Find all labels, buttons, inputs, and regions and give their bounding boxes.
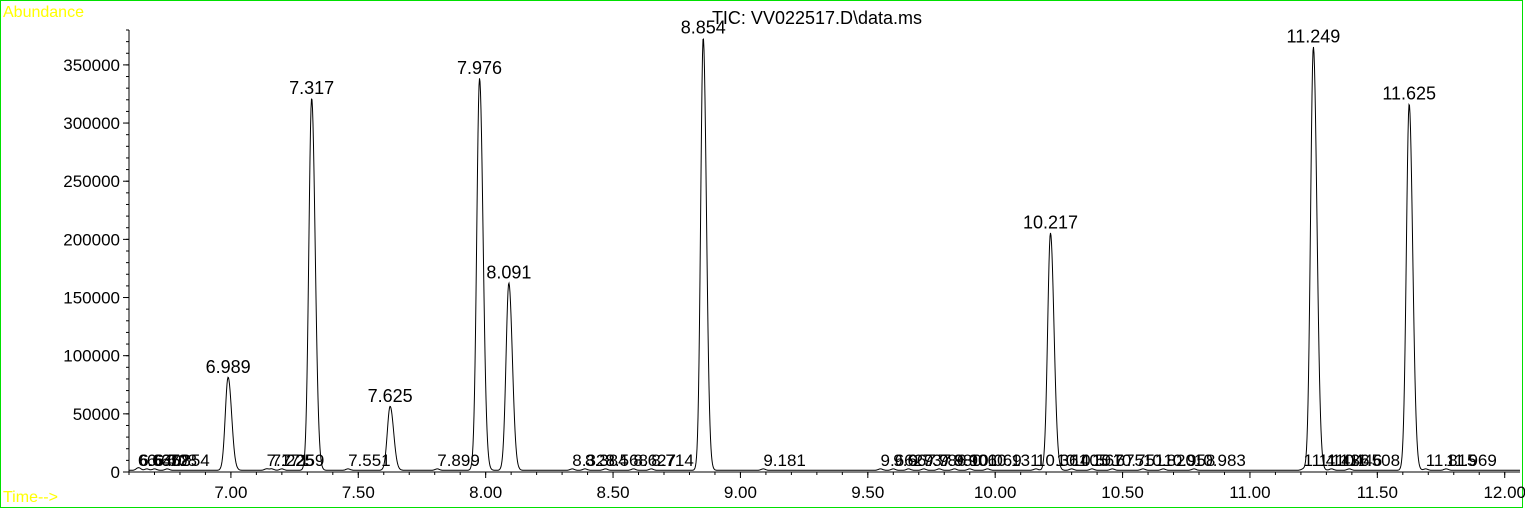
baseline-peak-label: 11.446 bbox=[1331, 451, 1382, 470]
peak-label: 11.249 bbox=[1287, 27, 1341, 47]
y-tick-label: 150000 bbox=[63, 289, 120, 308]
x-tick-label: 7.50 bbox=[342, 483, 375, 502]
peak-label: 7.625 bbox=[368, 386, 413, 406]
baseline-peak-label: 11.815 bbox=[1426, 451, 1477, 470]
peak-label: 11.625 bbox=[1382, 84, 1436, 104]
baseline-peak-label: 6.672 bbox=[147, 451, 190, 470]
baseline-peak-label: 11.969 bbox=[1446, 451, 1497, 470]
baseline-peak-label: 8.384 bbox=[585, 451, 628, 470]
baseline-peak-label: 11.410 bbox=[1303, 451, 1354, 470]
x-tick-label: 9.00 bbox=[724, 483, 757, 502]
baseline-peak-label: 11.436 bbox=[1319, 451, 1370, 470]
x-tick-label: 7.00 bbox=[214, 483, 247, 502]
tic-trace bbox=[129, 38, 1520, 471]
y-tick-label: 50000 bbox=[73, 405, 120, 424]
baseline-peak-label: 11.508 bbox=[1349, 451, 1400, 470]
baseline-peak-label: 8.714 bbox=[651, 451, 694, 470]
x-tick-label: 11.00 bbox=[1229, 483, 1270, 502]
baseline-peak-label: 7.551 bbox=[348, 451, 391, 470]
baseline-peak-label: 9.667 bbox=[893, 451, 936, 470]
peak-labels: 6.989 7.317 7.625 7.976 8.091 8.854 10.217 11.2… bbox=[206, 17, 1436, 406]
baseline-peak-label: 6.708 bbox=[154, 451, 197, 470]
axes: 0 50000 100000 150000 200000 250000 300000 3500… bbox=[63, 29, 1525, 502]
peak-label: 6.989 bbox=[206, 357, 251, 377]
baseline-peak-label: 6.854 bbox=[167, 451, 210, 470]
baseline-peak-label: 10.069 bbox=[970, 451, 1022, 470]
baseline-peak-label: 10.567 bbox=[1072, 451, 1124, 470]
peak-label: 8.854 bbox=[681, 17, 726, 37]
baseline-peak-label: 10.675 bbox=[1092, 451, 1144, 470]
baseline-peak-label: 8.568 bbox=[605, 451, 648, 470]
y-tick-label: 200000 bbox=[63, 230, 120, 249]
peak-label: 7.317 bbox=[289, 78, 334, 98]
baseline-peak-label: 6.640 bbox=[139, 451, 182, 470]
peak-label: 7.976 bbox=[457, 58, 502, 78]
baseline-peak-label: 10.983 bbox=[1194, 451, 1246, 470]
baseline-peak-label: 10.958 bbox=[1163, 451, 1215, 470]
y-tick-label: 100000 bbox=[63, 347, 120, 366]
y-tick-label: 250000 bbox=[63, 172, 120, 191]
peak-label: 8.091 bbox=[486, 263, 531, 283]
baseline-peak-label: 6.635 bbox=[138, 451, 181, 470]
x-tick-label: 11.50 bbox=[1357, 483, 1398, 502]
baseline-peak-label: 9.662 bbox=[881, 451, 924, 470]
baseline-peak-label: 7.259 bbox=[282, 451, 325, 470]
baseline-peak-label: 10.820 bbox=[1143, 451, 1195, 470]
baseline-peak-label: 9.181 bbox=[763, 451, 806, 470]
baseline-peak-label: 8.627 bbox=[633, 451, 676, 470]
y-tick-label: 350000 bbox=[63, 56, 120, 75]
baseline-peak-label: 10.751 bbox=[1112, 451, 1164, 470]
peak-label: 10.217 bbox=[1023, 213, 1078, 233]
x-tick-label: 8.50 bbox=[597, 483, 630, 502]
y-axis-label: Abundance bbox=[3, 4, 84, 21]
chart-title: TIC: VV022517.D\data.ms bbox=[712, 8, 922, 28]
x-tick-label: 9.50 bbox=[851, 483, 884, 502]
x-tick-label: 10.50 bbox=[1101, 483, 1144, 502]
y-tick-label: 0 bbox=[111, 463, 120, 482]
baseline-peak-label: 9.786 bbox=[924, 451, 967, 470]
y-tick-label: 300000 bbox=[63, 114, 120, 133]
baseline-peak-label: 9.880 bbox=[939, 451, 982, 470]
x-axis-label: Time--> bbox=[3, 489, 58, 506]
baseline-peak-label: 9.737 bbox=[909, 451, 952, 470]
baseline-peak-label: 7.171 bbox=[267, 451, 310, 470]
baseline-peak-label: 10.131 bbox=[988, 451, 1040, 470]
baseline-peak-label: 7.899 bbox=[437, 451, 480, 470]
x-tick-label: 12.00 bbox=[1483, 483, 1525, 502]
baseline-peak-label: 9.906 bbox=[954, 451, 997, 470]
baseline-peak-label: 10.405 bbox=[1056, 451, 1108, 470]
baseline-peak-label: 8.328 bbox=[572, 451, 615, 470]
x-tick-label: 8.00 bbox=[469, 483, 502, 502]
baseline-peak-label: 10.361 bbox=[1036, 451, 1088, 470]
x-tick-label: 10.00 bbox=[974, 483, 1017, 502]
